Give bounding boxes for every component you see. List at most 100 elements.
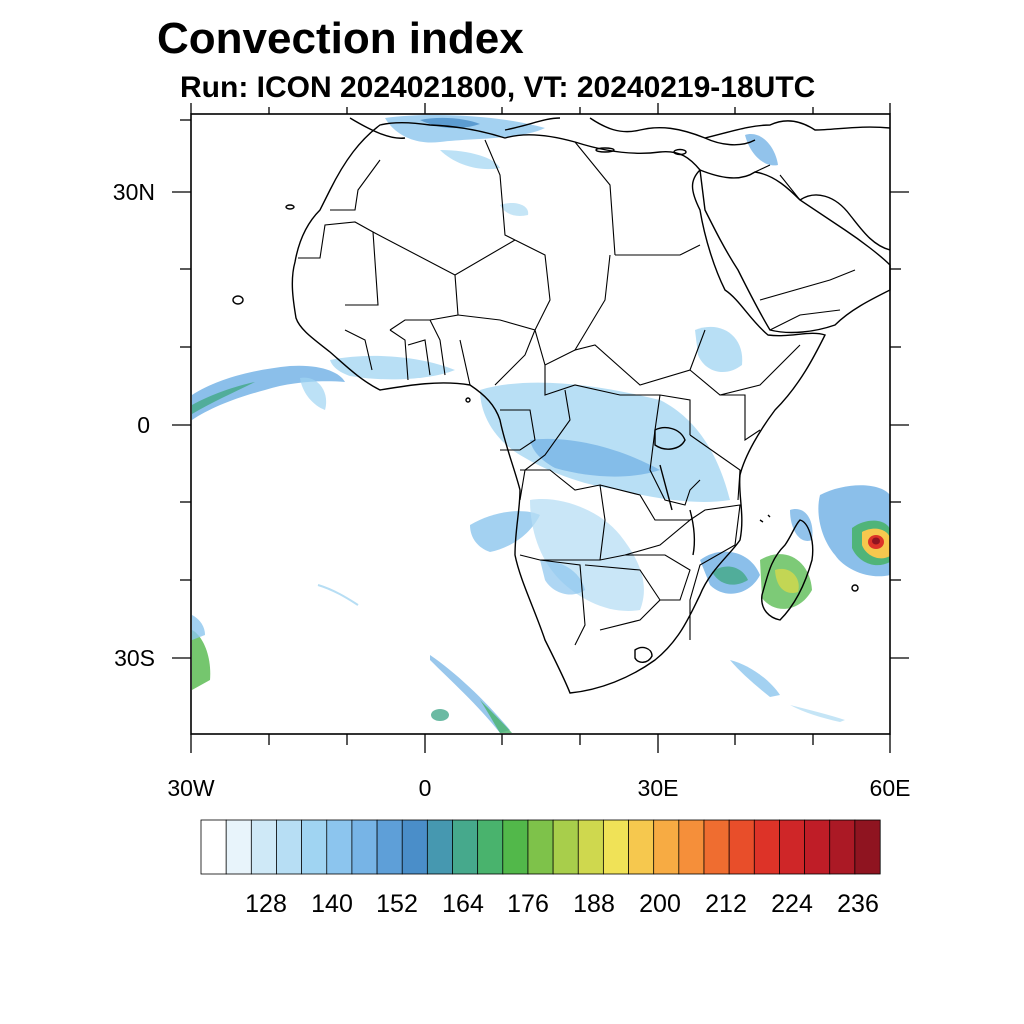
convection-area-east-med — [440, 150, 500, 170]
colorbar-swatch — [804, 819, 831, 875]
colorbar-label-188: 188 — [573, 890, 615, 918]
colorbar — [200, 819, 881, 875]
border-mali-algeria — [372, 231, 516, 276]
border-angola — [519, 469, 606, 561]
cape-verde-islands — [232, 295, 244, 305]
colorbar-swatch — [376, 819, 403, 875]
colorbar-swatch — [225, 819, 252, 875]
colorbar-swatch — [351, 819, 378, 875]
map-ticks — [172, 103, 909, 753]
border-zimbabwe — [625, 554, 691, 601]
lon-label-30e: 30E — [638, 775, 679, 801]
africa-coastline — [291, 122, 826, 694]
colorbar-label-236: 236 — [837, 890, 879, 918]
convection-area-atlantic-patch — [300, 377, 327, 410]
cyprus-island — [673, 148, 687, 156]
lat-label-0: 0 — [137, 412, 150, 438]
colorbar-swatch — [728, 819, 755, 875]
colorbar-swatch — [753, 819, 781, 875]
colorbar-swatch — [401, 819, 428, 875]
colorbar-swatch — [779, 819, 806, 875]
convection-area-madagascar-north — [790, 509, 813, 541]
colorbar-swatch — [653, 819, 680, 875]
lat-label-30s: 30S — [114, 645, 155, 671]
map-title: Convection index — [157, 14, 524, 63]
convection-area-madagascar-core — [775, 568, 799, 594]
border-gabon-congo — [500, 409, 536, 451]
colorbar-swatch — [452, 819, 479, 875]
convection-area-sw-edge — [192, 630, 211, 690]
lesotho-border — [634, 646, 653, 663]
convection-area-indian-ocean-streak — [730, 660, 780, 697]
lat-label-30n: 30N — [113, 179, 155, 205]
map-frame — [190, 113, 891, 735]
colorbar-label-152: 152 — [376, 890, 418, 918]
border-mozambique — [689, 504, 741, 640]
europe-coastline — [349, 117, 891, 139]
border-somalia — [720, 394, 761, 442]
convection-area-guinea-coast — [330, 355, 455, 380]
mauritius-island — [851, 584, 859, 592]
colorbar-tick-labels: 128 140 152 164 176 188 200 212 224 236 — [245, 890, 879, 918]
colorbar-swatch — [628, 819, 655, 875]
colorbar-swatch — [703, 819, 730, 875]
colorbar-swatch — [527, 819, 554, 875]
border-drc-east — [649, 394, 701, 506]
border-gulf-of-guinea-states — [344, 319, 471, 386]
colorbar-swatch — [552, 819, 579, 875]
colorbar-swatch — [477, 819, 504, 875]
persian-gulf-coastline — [799, 194, 891, 251]
convection-area-congo-core — [530, 438, 660, 477]
colorbar-label-140: 140 — [311, 890, 353, 918]
colorbar-label-176: 176 — [507, 890, 549, 918]
border-mauritania — [298, 221, 379, 306]
border-drc-north — [519, 389, 571, 501]
border-uganda — [659, 394, 691, 435]
colorbar-swatch — [577, 819, 604, 875]
lake-victoria — [654, 427, 686, 450]
convection-area-kalahari — [540, 560, 585, 595]
convection-area-southern-africa — [530, 499, 644, 611]
border-algeria-libya — [484, 139, 516, 241]
colorbar-swatch — [854, 819, 881, 875]
canary-islands — [285, 204, 295, 210]
convection-area-cyclone-eye-core — [872, 537, 880, 545]
crete-island — [595, 147, 615, 153]
colorbar-label-164: 164 — [442, 890, 484, 918]
lon-label-30w: 30W — [167, 775, 215, 801]
border-morocco-algeria — [330, 159, 381, 211]
colorbar-swatch — [250, 819, 278, 875]
lon-label-0: 0 — [419, 775, 432, 801]
border-sudan — [573, 254, 706, 386]
border-iraq-iran — [754, 164, 801, 201]
colorbar-swatch — [678, 819, 705, 875]
convection-area-levant — [745, 134, 778, 166]
bioko-island — [465, 397, 471, 403]
border-ethiopia — [689, 344, 801, 396]
border-niger — [389, 274, 459, 331]
convection-area-atlantic-wisp — [317, 584, 359, 606]
convection-area-angola-coast — [470, 511, 540, 552]
lake-malawi — [689, 509, 696, 556]
coastlines — [232, 117, 891, 694]
colorbar-label-200: 200 — [639, 890, 681, 918]
comoros-islands — [759, 514, 771, 523]
convection-area-south-atlantic-core — [480, 700, 512, 733]
border-car — [544, 365, 660, 396]
colorbar-swatch — [301, 819, 328, 875]
convection-area-sahara — [500, 203, 529, 216]
border-chad — [514, 239, 576, 366]
lake-tanganyika — [659, 464, 673, 511]
colorbar-swatch — [426, 819, 454, 875]
country-borders — [298, 139, 856, 646]
map-subtitle: Run: ICON 2024021800, VT: 20240219-18UTC — [180, 71, 816, 104]
border-namibia-botswana — [539, 559, 586, 646]
convection-area-congo — [480, 382, 730, 502]
convection-area-sw-edge-outer — [192, 615, 205, 640]
colorbar-swatch — [326, 819, 353, 875]
convection-area-south-atlantic-patch — [431, 709, 449, 721]
border-egypt-sudan — [615, 244, 701, 256]
convection-field — [192, 115, 890, 733]
colorbar-swatch — [276, 819, 303, 875]
